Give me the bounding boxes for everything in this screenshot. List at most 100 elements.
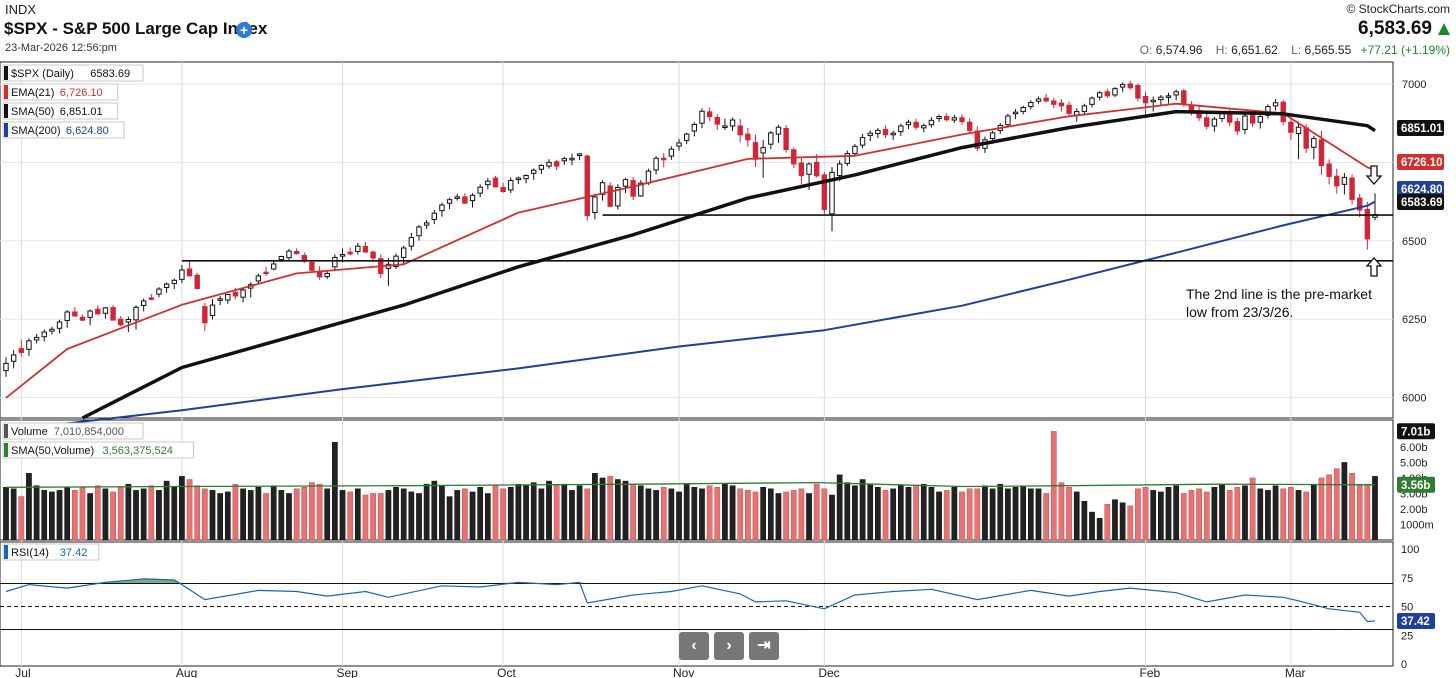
candle-body bbox=[645, 170, 652, 184]
volume-bar bbox=[974, 488, 981, 541]
candle-body bbox=[362, 245, 369, 253]
add-plus-icon[interactable]: + bbox=[236, 22, 252, 38]
scroll-left-button[interactable]: ‹ bbox=[679, 632, 709, 660]
volume-bar bbox=[668, 488, 675, 541]
volume-bar bbox=[3, 487, 9, 541]
candle-body bbox=[745, 133, 751, 141]
volume-bar bbox=[18, 496, 25, 541]
volume-bar bbox=[1211, 487, 1218, 541]
candle-body bbox=[1334, 175, 1340, 187]
volume-bar bbox=[247, 490, 254, 541]
legend-swatch bbox=[4, 545, 8, 559]
candle-body bbox=[439, 204, 445, 212]
volume-bar bbox=[576, 485, 583, 541]
candle-body bbox=[324, 272, 330, 278]
volume-bar bbox=[309, 482, 315, 541]
candle-body bbox=[87, 310, 93, 318]
legend-swatch bbox=[4, 424, 8, 438]
candle-body bbox=[890, 132, 896, 136]
volume-bar bbox=[959, 491, 965, 541]
candle-body bbox=[699, 110, 705, 124]
legend-value: 7,010,854,000 bbox=[54, 426, 124, 438]
volume-bar bbox=[1249, 477, 1256, 541]
candle-body bbox=[1135, 85, 1141, 99]
volume-bar bbox=[538, 488, 545, 541]
candle-body bbox=[110, 307, 116, 321]
legend-swatch bbox=[4, 443, 8, 457]
volume-bar bbox=[446, 496, 453, 541]
candle-body bbox=[813, 161, 820, 177]
volume-bar bbox=[1027, 488, 1034, 541]
legend-label: Volume bbox=[11, 426, 48, 438]
candle-body bbox=[293, 250, 300, 255]
volume-bar bbox=[584, 488, 591, 541]
candle-body bbox=[576, 153, 583, 156]
candle-body bbox=[18, 348, 24, 353]
candle-body bbox=[1311, 138, 1317, 148]
candle-body bbox=[79, 316, 86, 321]
candle-body bbox=[561, 158, 568, 162]
candle-body bbox=[347, 251, 353, 255]
volume-bar bbox=[1142, 487, 1149, 541]
volume-bar bbox=[1226, 490, 1233, 541]
volume-bar bbox=[1035, 488, 1042, 541]
candle-body bbox=[1234, 121, 1241, 132]
volume-bar bbox=[278, 490, 285, 541]
annotation-box: The 2nd line is the pre-market low from … bbox=[1186, 286, 1372, 320]
volume-bar bbox=[117, 487, 124, 541]
candle-body bbox=[523, 175, 529, 180]
scroll-end-button[interactable]: ⇥ bbox=[749, 632, 779, 660]
candle-body bbox=[706, 111, 713, 118]
legend-value: 6,624.80 bbox=[66, 125, 109, 137]
candle-body bbox=[278, 255, 285, 261]
candle-body bbox=[959, 117, 965, 123]
candle-body bbox=[1028, 101, 1034, 108]
volume-bar bbox=[201, 488, 208, 541]
volume-bar bbox=[1326, 474, 1332, 541]
volume-tag-text: 3.56b bbox=[1401, 480, 1430, 492]
volume-bar bbox=[240, 488, 246, 541]
volume-bar bbox=[179, 476, 185, 541]
volume-bar bbox=[1196, 488, 1202, 541]
candle-body bbox=[714, 117, 720, 125]
volume-bar bbox=[1280, 488, 1287, 541]
volume-bar bbox=[79, 487, 86, 541]
candle-body bbox=[446, 199, 453, 204]
volume-bar bbox=[1364, 483, 1371, 541]
volume-tag-text: 7.01b bbox=[1401, 426, 1430, 438]
volume-bar bbox=[500, 488, 506, 541]
volume-bar bbox=[645, 488, 652, 541]
volume-bar bbox=[836, 474, 843, 541]
candle-body bbox=[882, 128, 889, 136]
rsi-tick-label: 25 bbox=[1401, 630, 1413, 642]
rsi-tag-text: 37.42 bbox=[1401, 616, 1430, 628]
scroll-right-button[interactable]: › bbox=[714, 632, 744, 660]
candle-body bbox=[408, 237, 415, 247]
volume-bar bbox=[997, 483, 1004, 541]
candle-body bbox=[156, 288, 162, 295]
volume-bar bbox=[783, 491, 789, 541]
volume-bar bbox=[377, 493, 384, 541]
candle-body bbox=[1043, 97, 1049, 102]
price-tick-label: 6000 bbox=[1402, 393, 1426, 405]
candle-body bbox=[400, 247, 407, 258]
candle-body bbox=[1242, 115, 1248, 130]
volume-bar bbox=[1135, 488, 1141, 541]
candle-body bbox=[989, 132, 996, 140]
candle-body bbox=[1326, 163, 1332, 177]
candle-body bbox=[936, 116, 942, 119]
candle-body bbox=[1173, 91, 1179, 96]
volume-bar bbox=[1127, 505, 1134, 541]
volume-bar bbox=[737, 488, 744, 541]
volume-bar bbox=[859, 479, 866, 541]
candle-body bbox=[1272, 102, 1279, 107]
legend-box bbox=[2, 102, 119, 120]
volume-bar bbox=[41, 490, 48, 541]
volume-bar bbox=[171, 487, 178, 541]
volume-bar bbox=[1066, 487, 1072, 541]
volume-bar bbox=[1173, 485, 1180, 541]
last-price: 6,583.69 bbox=[1358, 18, 1432, 39]
price-tag-bg bbox=[1397, 154, 1444, 170]
candle-body bbox=[584, 155, 590, 217]
candle-body bbox=[500, 186, 506, 193]
